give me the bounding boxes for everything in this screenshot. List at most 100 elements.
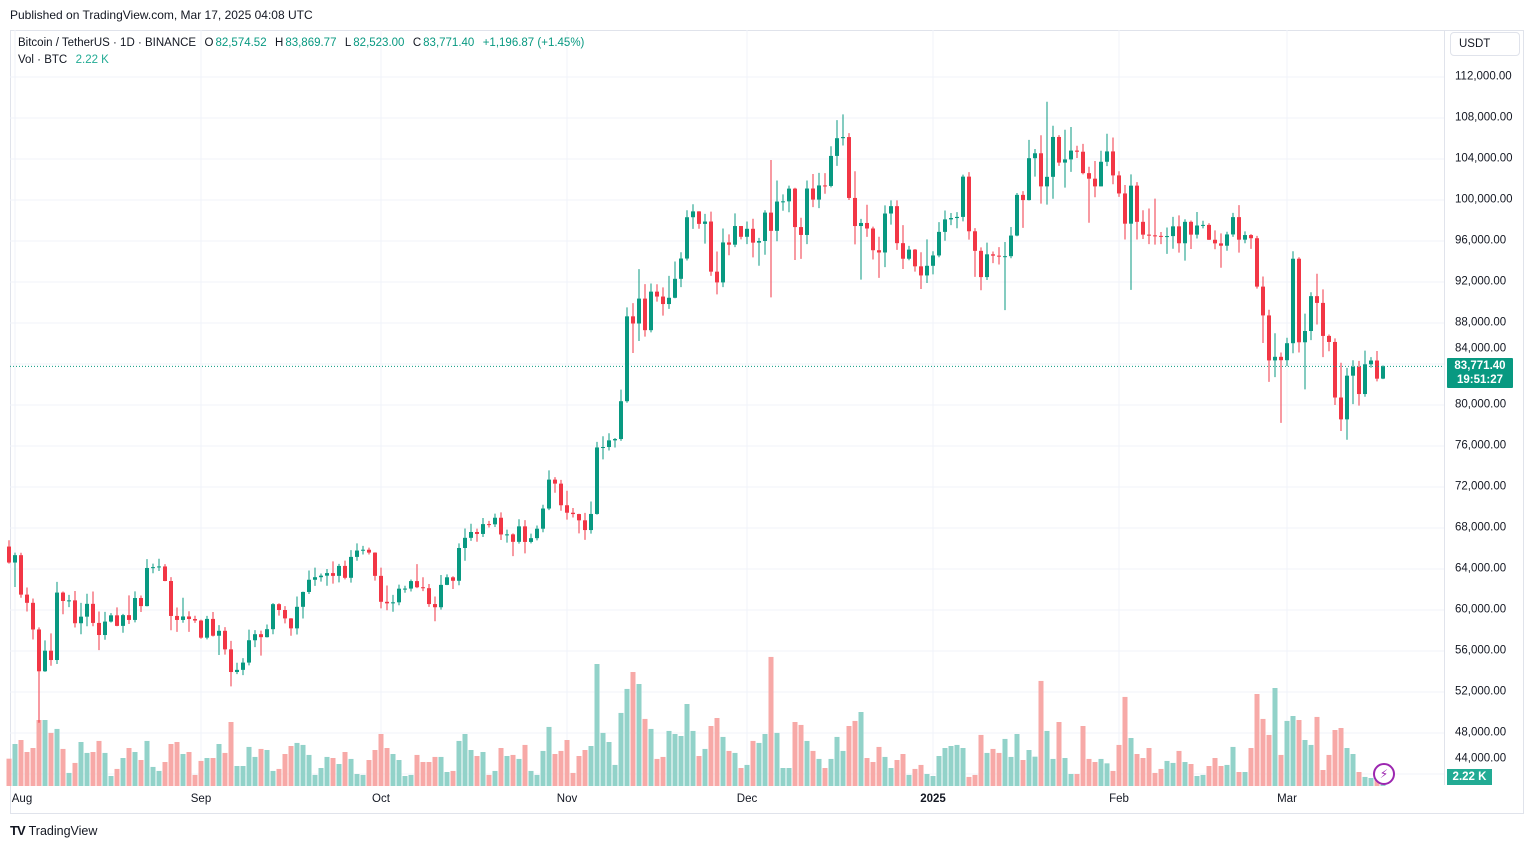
candle <box>271 603 275 635</box>
candle-body <box>607 440 611 448</box>
time-tick-label: Sep <box>190 793 212 805</box>
volume-bar <box>546 726 552 786</box>
candle <box>583 512 587 540</box>
candle-body <box>1207 224 1211 240</box>
candle-body <box>523 526 527 542</box>
candle <box>937 222 941 258</box>
volume-bar <box>624 688 630 786</box>
volume-bar <box>168 744 174 786</box>
open-value: 82,574.52 <box>215 37 267 49</box>
volume-bar <box>6 758 12 786</box>
price-tick-label: 96,000.00 <box>1455 234 1507 247</box>
candle <box>805 180 809 245</box>
candle-body <box>1237 217 1241 240</box>
candle <box>373 552 377 581</box>
candle <box>487 520 491 528</box>
candle <box>751 218 755 258</box>
candle <box>1363 350 1367 397</box>
candle-body <box>997 255 1001 257</box>
candle <box>637 269 641 341</box>
volume-bar <box>408 774 414 786</box>
volume-label[interactable]: Vol · BTC <box>18 54 68 66</box>
candle <box>7 540 11 564</box>
candle <box>547 470 551 511</box>
candle <box>1135 182 1139 240</box>
volume-bar <box>1044 730 1050 786</box>
candle-body <box>631 316 635 324</box>
volume-bar <box>1038 680 1044 786</box>
volume-bar <box>1236 772 1242 786</box>
low-value: 82,523.00 <box>353 37 405 49</box>
candle <box>727 234 731 256</box>
candle-body <box>475 531 479 534</box>
candle-body <box>265 629 269 638</box>
candle-body <box>1303 330 1307 343</box>
candle-body <box>1291 258 1295 344</box>
candle-body <box>715 271 719 283</box>
candle <box>643 284 647 337</box>
candle-body <box>955 216 959 219</box>
candle <box>433 596 437 622</box>
candle-body <box>1279 356 1283 361</box>
candle-body <box>481 524 485 534</box>
candle <box>1153 198 1157 245</box>
volume-bar <box>396 760 402 786</box>
currency-button[interactable]: USDT <box>1450 32 1520 56</box>
candle-body <box>271 604 275 630</box>
candle-body <box>1327 335 1331 342</box>
volume-bar <box>786 768 792 786</box>
candle <box>607 433 611 451</box>
symbol-title[interactable]: Bitcoin / TetherUS · 1D · BINANCE <box>18 37 197 49</box>
candle-body <box>1027 158 1031 201</box>
candle <box>241 658 245 676</box>
volume-bar <box>378 734 384 786</box>
volume-bar <box>636 684 642 786</box>
brand-name[interactable]: TradingView <box>28 823 98 838</box>
candle <box>667 275 671 309</box>
candle-body <box>883 213 887 253</box>
volume-bar <box>174 742 180 786</box>
candle-body <box>1195 225 1199 235</box>
candle <box>289 618 293 636</box>
candle <box>313 567 317 586</box>
candle-body <box>289 618 293 629</box>
candle-body <box>1231 217 1235 235</box>
price-tick-label: 108,000.00 <box>1455 111 1513 124</box>
candle <box>187 611 191 632</box>
volume-bar <box>762 734 768 786</box>
lightning-icon[interactable]: ⚡︎ <box>1373 763 1395 785</box>
volume-bar <box>828 758 834 786</box>
volume-bar <box>918 764 924 786</box>
volume-bar <box>1050 758 1056 786</box>
volume-bar <box>1014 734 1020 786</box>
candle <box>685 210 689 261</box>
volume-bar <box>18 740 24 786</box>
candle <box>91 591 95 627</box>
candle-body <box>403 588 407 590</box>
candle-body <box>1219 243 1223 246</box>
candle-body <box>1093 178 1097 187</box>
volume-bar <box>1062 758 1068 786</box>
candle <box>457 543 461 586</box>
volume-bar <box>1302 740 1308 786</box>
volume-bar <box>930 776 936 786</box>
volume-bar <box>264 750 270 786</box>
candle-body <box>1147 234 1151 236</box>
price-tick-label: 88,000.00 <box>1455 316 1507 329</box>
candle <box>25 587 29 612</box>
volume-bar <box>1338 728 1344 786</box>
volume-bar <box>1272 688 1278 786</box>
volume-bar <box>738 768 744 786</box>
candle-body <box>1015 194 1019 236</box>
candle <box>1249 234 1253 249</box>
volume-bar <box>66 772 72 786</box>
candle <box>73 591 77 628</box>
last-volume-label: 2.22 K <box>1447 769 1492 785</box>
tradingview-logo-icon[interactable]: TV <box>10 823 26 838</box>
volume-bar <box>756 742 762 786</box>
candle-body <box>925 265 929 276</box>
candle-body <box>751 228 755 243</box>
candle-body <box>973 231 977 251</box>
candle <box>1285 337 1289 367</box>
